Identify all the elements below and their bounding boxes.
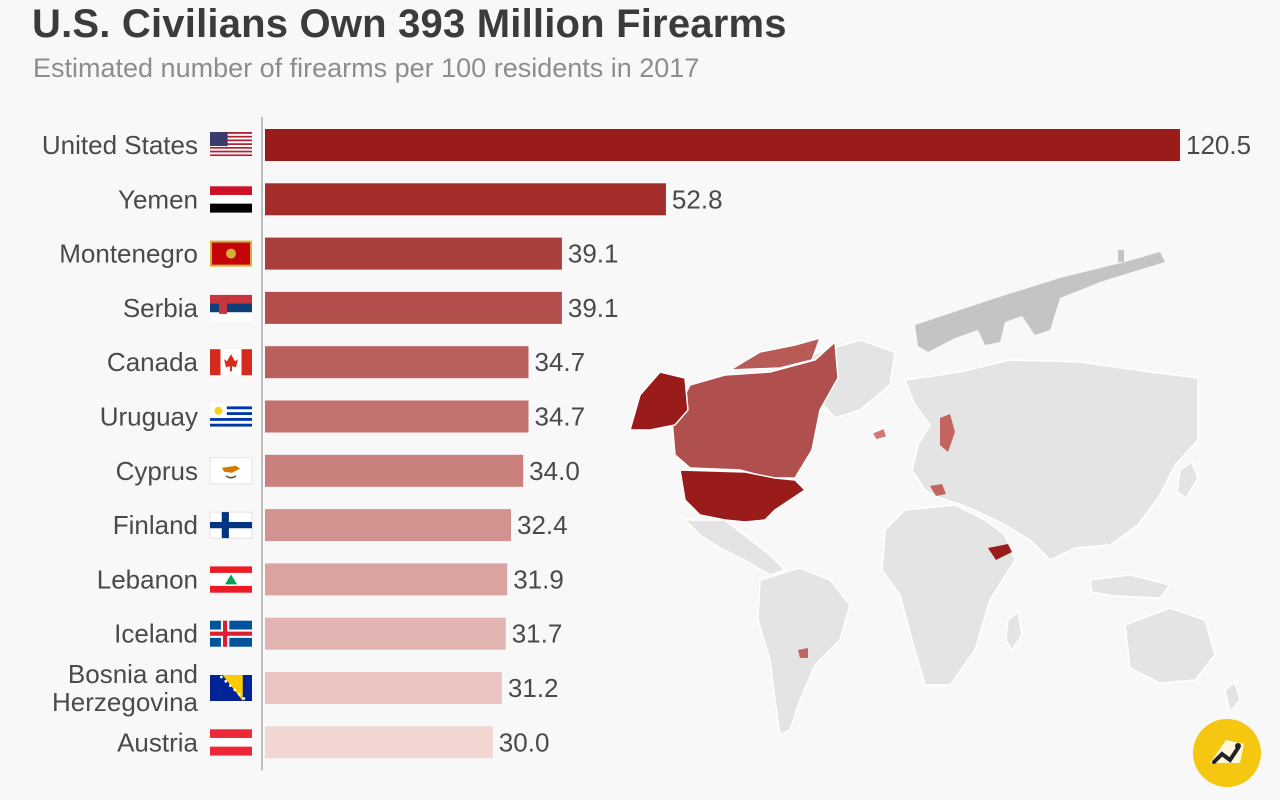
logo-badge-icon	[1193, 719, 1261, 787]
category-label-iceland: Iceland	[114, 619, 198, 649]
mexico-shape	[683, 519, 787, 576]
category-label-yemen: Yemen	[118, 184, 198, 214]
new-zealand-shape	[1224, 680, 1241, 714]
value-label-finland: 32.4	[517, 510, 568, 540]
arctic-islands-shape	[729, 336, 822, 371]
australia-shape	[1124, 607, 1216, 684]
japan-shape	[1176, 460, 1199, 500]
bar-us	[265, 129, 1180, 161]
category-label-finland: Finland	[113, 510, 198, 540]
austria-flag-icon	[210, 729, 252, 756]
canada-flag-icon	[210, 349, 252, 376]
usa-shape	[679, 469, 807, 523]
uruguay-shape	[798, 648, 808, 658]
value-label-montenegro: 39.1	[568, 239, 619, 269]
cyprus-flag-icon	[209, 457, 253, 485]
category-label-austria: Austria	[117, 727, 198, 757]
us-flag-icon	[210, 132, 252, 158]
chart-title: U.S. Civilians Own 393 Million Firearms	[32, 2, 787, 46]
category-label-serbia: Serbia	[123, 293, 199, 323]
value-label-us: 120.5	[1186, 130, 1251, 160]
indonesia-shape	[1089, 574, 1172, 599]
bar-serbia	[265, 291, 562, 324]
serbia-flag-icon	[210, 294, 252, 322]
bar-lebanon	[265, 563, 508, 596]
bar-yemen	[265, 183, 666, 216]
balkans-shape	[930, 484, 946, 496]
yemen-shape	[988, 544, 1012, 560]
bar-canada	[265, 346, 529, 379]
canada-shape	[671, 340, 839, 479]
value-label-cyprus: 34.0	[529, 456, 580, 486]
category-label-lebanon: Lebanon	[97, 564, 198, 594]
bar-montenegro	[265, 237, 562, 270]
category-label-bosnia: Herzegovina	[52, 687, 199, 717]
value-label-iceland: 31.7	[512, 619, 563, 649]
value-label-yemen: 52.8	[672, 184, 723, 214]
category-label-uruguay: Uruguay	[100, 402, 198, 432]
iceland-flag-icon	[210, 620, 252, 647]
category-label-canada: Canada	[107, 347, 199, 377]
bar-iceland	[265, 617, 506, 650]
value-label-austria: 30.0	[499, 727, 550, 757]
rifle-icon	[915, 250, 1165, 352]
finland-shape	[940, 414, 955, 452]
lebanon-flag-icon	[210, 566, 252, 593]
madagascar-shape	[1005, 610, 1023, 652]
yemen-flag-icon	[210, 186, 252, 213]
bar-bosnia	[265, 672, 502, 704]
eurasia-shape	[903, 359, 1199, 561]
iceland-shape	[870, 426, 888, 441]
category-label-montenegro: Montenegro	[59, 239, 198, 269]
value-label-lebanon: 31.9	[513, 564, 564, 594]
finland-flag-icon	[209, 511, 253, 539]
bosnia-flag-icon	[210, 675, 252, 701]
bar-finland	[265, 509, 512, 542]
value-label-serbia: 39.1	[568, 293, 619, 323]
category-label-bosnia: Bosnia and	[68, 659, 198, 689]
africa-shape	[881, 504, 1016, 686]
value-label-uruguay: 34.7	[534, 402, 585, 432]
bar-cyprus	[265, 454, 524, 487]
value-label-bosnia: 31.2	[508, 673, 559, 703]
category-label-us: United States	[42, 130, 198, 160]
category-label-cyprus: Cyprus	[116, 456, 198, 486]
montenegro-flag-icon	[210, 240, 252, 267]
alaska-shape	[629, 371, 689, 431]
chart-subtitle: Estimated number of firearms per 100 res…	[33, 53, 700, 83]
bar-uruguay	[265, 400, 529, 433]
uruguay-flag-icon	[210, 403, 252, 430]
value-label-canada: 34.7	[534, 347, 585, 377]
bar-austria	[265, 726, 493, 759]
